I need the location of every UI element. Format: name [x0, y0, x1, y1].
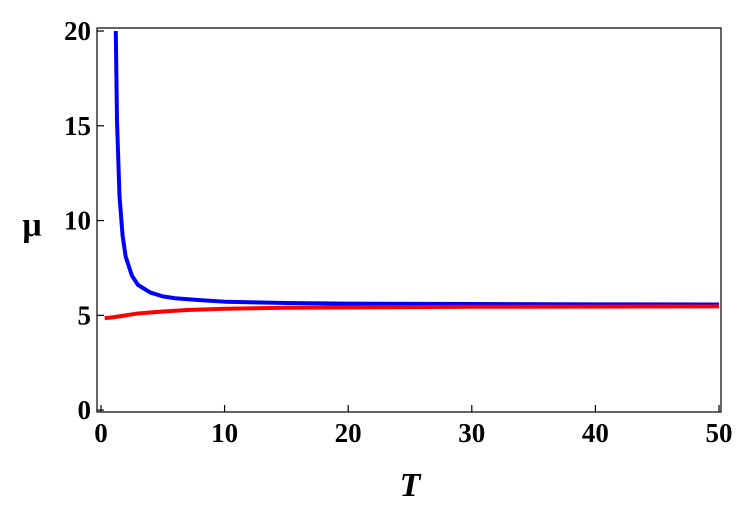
x-tick-label: 40 [582, 418, 609, 448]
x-tick-label: 50 [706, 418, 733, 448]
y-tick-label: 0 [78, 395, 92, 425]
y-axis-label: μ [22, 207, 41, 244]
x-tick-label: 10 [211, 418, 238, 448]
y-tick-label: 15 [64, 111, 91, 141]
x-tick-label: 30 [458, 418, 485, 448]
y-tick-label: 10 [64, 206, 91, 236]
series-line [104, 304, 720, 321]
x-tick-label: 0 [94, 418, 108, 448]
x-axis-label: T [400, 467, 422, 504]
series-line [113, 31, 720, 307]
x-tick-label: 20 [335, 418, 362, 448]
y-tick-label: 20 [64, 16, 91, 46]
y-tick-label: 5 [78, 300, 92, 330]
plot-frame [96, 27, 722, 413]
